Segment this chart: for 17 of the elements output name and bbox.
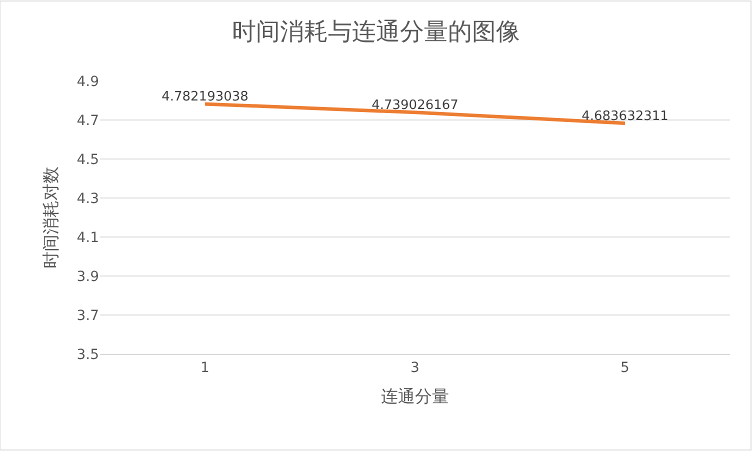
- y-tick-label: 4.3: [76, 190, 99, 207]
- y-tick-label: 4.9: [76, 74, 99, 90]
- data-label: 4.782193038: [162, 90, 248, 105]
- x-tick-label: 1: [200, 360, 210, 376]
- y-tick-label: 3.5: [76, 346, 99, 363]
- x-tick-label: 5: [620, 360, 630, 376]
- data-label: 4.683632311: [582, 108, 668, 124]
- y-tick-label: 4.1: [76, 230, 99, 246]
- y-tick-label: 3.7: [76, 308, 99, 324]
- y-tick-label: 4.7: [76, 112, 99, 129]
- x-tick-label: 3: [410, 360, 420, 376]
- x-axis-title: 连通分量: [381, 387, 449, 408]
- chart-title: 时间消耗与连通分量的图像: [232, 17, 520, 46]
- data-label: 4.739026167: [372, 98, 458, 114]
- y-tick-label: 3.9: [76, 268, 99, 285]
- y-axis-title: 时间消耗对数: [41, 166, 62, 268]
- y-tick-label: 4.5: [76, 152, 99, 168]
